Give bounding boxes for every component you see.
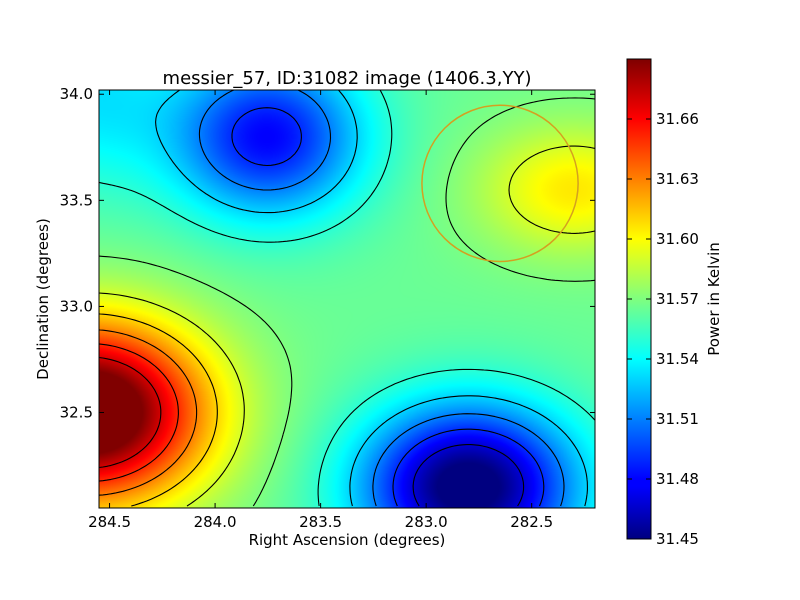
x-axis-label: Right Ascension (degrees) [249, 531, 446, 549]
heatmap [99, 90, 595, 508]
y-tick-label: 33.0 [60, 297, 93, 315]
colorbar-ticks: 31.45 31.48 31.51 31.54 31.57 31.60 31.63 31.66 [627, 110, 699, 548]
contour-line [99, 313, 218, 507]
x-tick-label: 284.0 [194, 513, 237, 531]
contour-line [412, 444, 525, 507]
y-axis-label: Declination (degrees) [34, 218, 52, 380]
colorbar: 31.45 31.48 31.51 31.54 31.57 31.60 31.63 31.66… [626, 58, 723, 548]
source-circle [421, 104, 579, 263]
colorbar-tick-label: 31.66 [656, 110, 699, 128]
contour-line [99, 145, 595, 507]
contour-lines [99, 90, 595, 507]
x-tick-label: 283.0 [405, 513, 448, 531]
contour-line [99, 356, 162, 469]
colorbar-tick-label: 31.54 [656, 350, 699, 368]
y-axis: 32.5 33.0 33.5 34.0 [60, 85, 595, 422]
y-tick-label: 33.5 [60, 191, 93, 209]
y-tick-label: 32.5 [60, 404, 93, 422]
colorbar-tick-label: 31.60 [656, 230, 699, 248]
contour-line [99, 343, 179, 482]
contour-line [155, 90, 588, 507]
contour-line [99, 329, 198, 496]
contour-line [99, 97, 595, 507]
x-tick-label: 282.5 [510, 513, 553, 531]
contour-line [198, 90, 565, 507]
colorbar-tick-label: 31.57 [656, 290, 699, 308]
colorbar-tick-label: 31.63 [656, 170, 699, 188]
chart-title: messier_57, ID:31082 image (1406.3,YY) [163, 68, 532, 89]
colorbar-tick-label: 31.48 [656, 470, 699, 488]
contour-line [231, 107, 545, 507]
x-axis: 284.5 284.0 283.5 283.0 282.5 [88, 90, 553, 531]
colorbar-label: Power in Kelvin [705, 242, 723, 356]
plot-area [98, 89, 596, 509]
plot-frame [98, 89, 596, 509]
contour-line [99, 90, 595, 507]
y-tick-label: 34.0 [60, 85, 93, 103]
colorbar-tick-label: 31.51 [656, 410, 699, 428]
x-tick-label: 283.5 [299, 513, 342, 531]
x-tick-label: 284.5 [88, 513, 131, 531]
colorbar-tick-label: 31.45 [656, 530, 699, 548]
